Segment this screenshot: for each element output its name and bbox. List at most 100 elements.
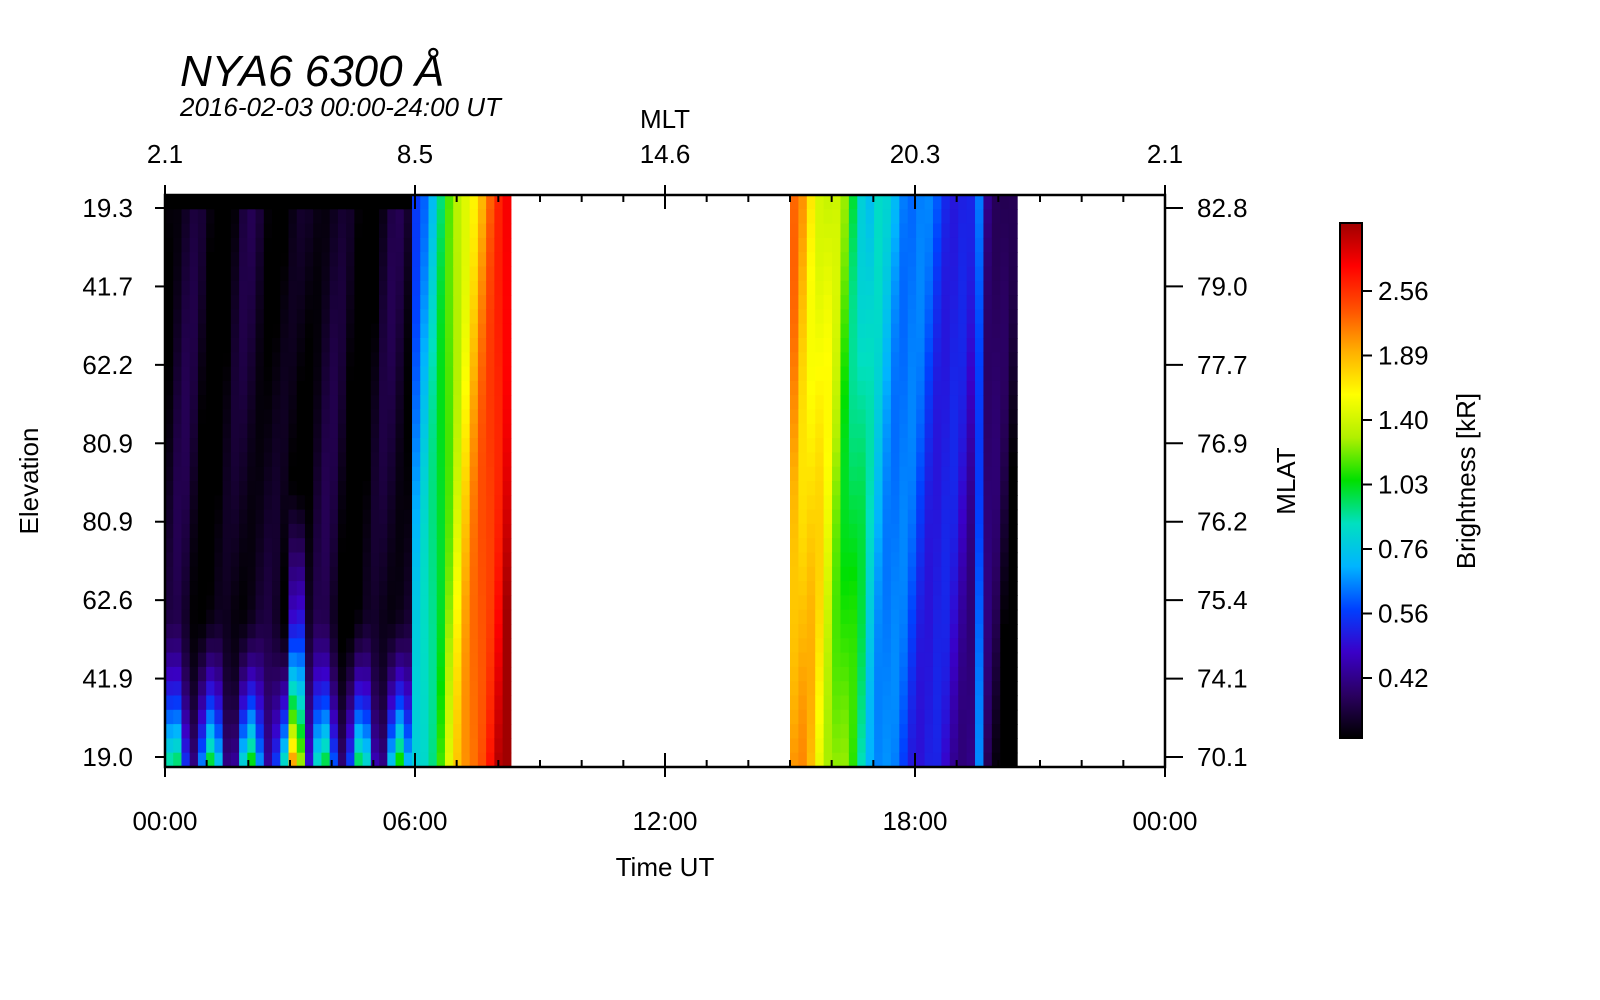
heatmap-cell	[790, 466, 800, 482]
heatmap-cell	[798, 538, 808, 554]
heatmap-cell	[983, 438, 993, 453]
heatmap-cell	[983, 295, 993, 310]
heatmap-cell	[313, 624, 323, 639]
heatmap-cell	[395, 309, 405, 325]
heatmap-cell	[412, 223, 421, 239]
heatmap-cell	[395, 395, 405, 411]
heatmap-cell	[214, 366, 224, 382]
heatmap-cell	[941, 252, 951, 268]
heatmap-cell	[313, 495, 323, 511]
heatmap-cell	[214, 380, 224, 396]
heatmap-cell	[924, 724, 934, 739]
heatmap-cell	[949, 380, 959, 396]
heatmap-cell	[941, 581, 951, 596]
heatmap-cell	[899, 295, 909, 310]
heatmap-cell	[197, 395, 207, 411]
heatmap-cell	[975, 509, 985, 525]
heatmap-cell	[924, 466, 934, 482]
heatmap-cell	[865, 438, 875, 453]
heatmap-cell	[823, 338, 833, 353]
heatmap-cell	[1008, 295, 1018, 310]
heatmap-cell	[337, 666, 347, 682]
heatmap-cell	[222, 752, 232, 767]
heatmap-cell	[296, 338, 306, 353]
heatmap-cell	[230, 252, 240, 268]
heatmap-cell	[848, 481, 858, 496]
heatmap-cell	[206, 652, 215, 668]
heatmap-cell	[502, 509, 512, 525]
heatmap-cell	[840, 724, 850, 739]
heatmap-cell	[436, 638, 446, 654]
heatmap-cell	[798, 495, 808, 511]
heatmap-cell	[288, 523, 298, 539]
heatmap-cell	[1008, 223, 1018, 239]
heatmap-cell	[983, 395, 993, 411]
heatmap-cell	[346, 438, 355, 453]
heatmap-cell	[362, 380, 372, 396]
heatmap-cell	[444, 295, 454, 310]
heatmap-cell	[815, 452, 825, 468]
heatmap-cell	[420, 709, 430, 725]
heatmap-cell	[272, 252, 281, 268]
heatmap-cell	[263, 595, 273, 611]
heatmap-cell	[412, 195, 421, 210]
heatmap-cell	[354, 724, 364, 739]
heatmap-cell	[379, 223, 388, 239]
heatmap-cell	[907, 466, 917, 482]
heatmap-cell	[486, 380, 495, 396]
heatmap-cell	[214, 409, 224, 425]
heatmap-cell	[958, 509, 968, 525]
heatmap-cell	[857, 266, 867, 282]
heatmap-cell	[840, 481, 850, 496]
heatmap-cell	[958, 438, 968, 453]
heatmap-cell	[379, 609, 388, 625]
heatmap-cell	[916, 223, 926, 239]
heatmap-cell	[790, 695, 800, 711]
heatmap-cell	[280, 409, 290, 425]
heatmap-cell	[882, 295, 892, 310]
heatmap-cell	[370, 481, 380, 496]
heatmap-cell	[790, 495, 800, 511]
heatmap-cell	[181, 266, 191, 282]
heatmap-cell	[362, 280, 372, 296]
heatmap-cell	[924, 452, 934, 468]
colorbar	[1339, 222, 1363, 739]
heatmap-cell	[173, 695, 183, 711]
heatmap-cell	[403, 681, 413, 697]
heatmap-cell	[370, 552, 380, 568]
heatmap-cell	[444, 552, 454, 568]
heatmap-cell	[899, 609, 909, 625]
heatmap-cell	[412, 638, 421, 654]
heatmap-cell	[247, 738, 257, 754]
heatmap-cell	[941, 338, 951, 353]
heatmap-cell	[247, 395, 257, 411]
heatmap-cell	[304, 709, 314, 725]
heatmap-cell	[354, 523, 364, 539]
heatmap-cell	[296, 538, 306, 554]
heatmap-cell	[899, 523, 909, 539]
heatmap-cell	[337, 223, 347, 239]
heatmap-cell	[469, 280, 479, 296]
heatmap-cell	[832, 266, 842, 282]
heatmap-cell	[436, 195, 446, 210]
heatmap-cell	[354, 595, 364, 611]
heatmap-cell	[916, 338, 926, 353]
heatmap-cell	[1000, 338, 1010, 353]
heatmap-cell	[247, 323, 257, 339]
heatmap-cell	[222, 652, 232, 668]
heatmap-cell	[865, 681, 875, 697]
heatmap-cell	[857, 595, 867, 611]
heatmap-cell	[263, 380, 273, 396]
heatmap-cell	[823, 509, 833, 525]
heatmap-cell	[379, 366, 388, 382]
heatmap-cell	[313, 452, 323, 468]
heatmap-cell	[790, 423, 800, 439]
heatmap-cell	[395, 452, 405, 468]
heatmap-cell	[991, 395, 1001, 411]
heatmap-cell	[362, 724, 372, 739]
heatmap-cell	[502, 609, 512, 625]
heatmap-cell	[890, 752, 900, 767]
heatmap-cell	[916, 566, 926, 582]
heatmap-cell	[461, 509, 471, 525]
heatmap-cell	[983, 523, 993, 539]
